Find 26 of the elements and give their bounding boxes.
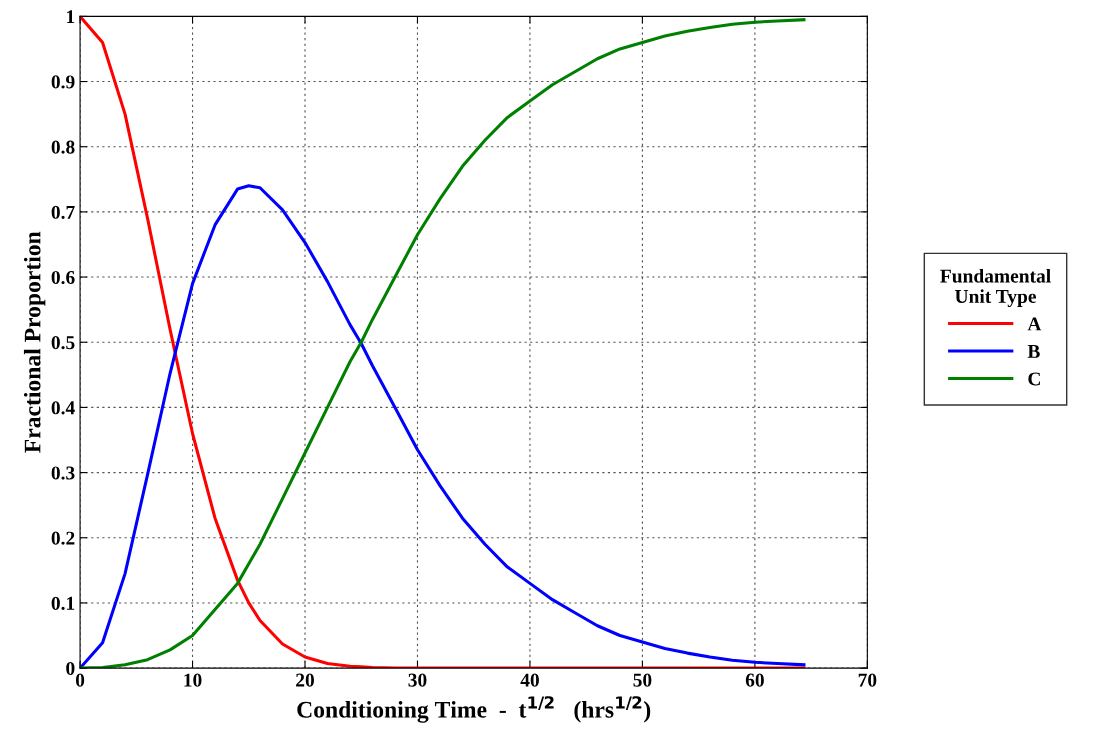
y-tick-label: 0.4 — [51, 401, 75, 415]
line-series — [80, 184, 808, 669]
y-tick-label: 0.2 — [51, 531, 75, 545]
x-tick-label: 10 — [184, 673, 202, 687]
y-tick-label: 0.7 — [51, 205, 75, 219]
y-tick-label: 0.8 — [51, 140, 75, 154]
y-tick-label: 0.9 — [51, 75, 75, 89]
legend-label: B — [1027, 345, 1040, 358]
x-tick-label: 60 — [745, 673, 764, 687]
legend-title: Fundamental Unit Type — [940, 268, 1051, 307]
x-tick-label: 50 — [633, 673, 652, 687]
y-tick-label: 0.6 — [51, 270, 75, 285]
x-tick-label: 20 — [296, 673, 314, 687]
y-axis-title: Fractional Proportion — [23, 231, 46, 453]
y-tick-label: 0.5 — [51, 336, 75, 350]
legend-label: A — [1027, 317, 1042, 331]
x-tick-label: 0 — [75, 673, 85, 687]
x-tick-label: 70 — [858, 673, 877, 687]
y-tick-label: 0 — [66, 661, 75, 676]
y-tick-label: 1 — [67, 10, 75, 24]
y-tick-label: 0.3 — [51, 466, 75, 480]
x-tick-label: 30 — [408, 673, 427, 687]
legend-label: C — [1028, 372, 1040, 386]
text: Conditioning Time - t$^{1/2}$ (hrs$^{1/2}$) — [297, 696, 651, 723]
y-tick-label: 0.1 — [51, 596, 75, 610]
x-tick-label: 40 — [520, 673, 539, 687]
